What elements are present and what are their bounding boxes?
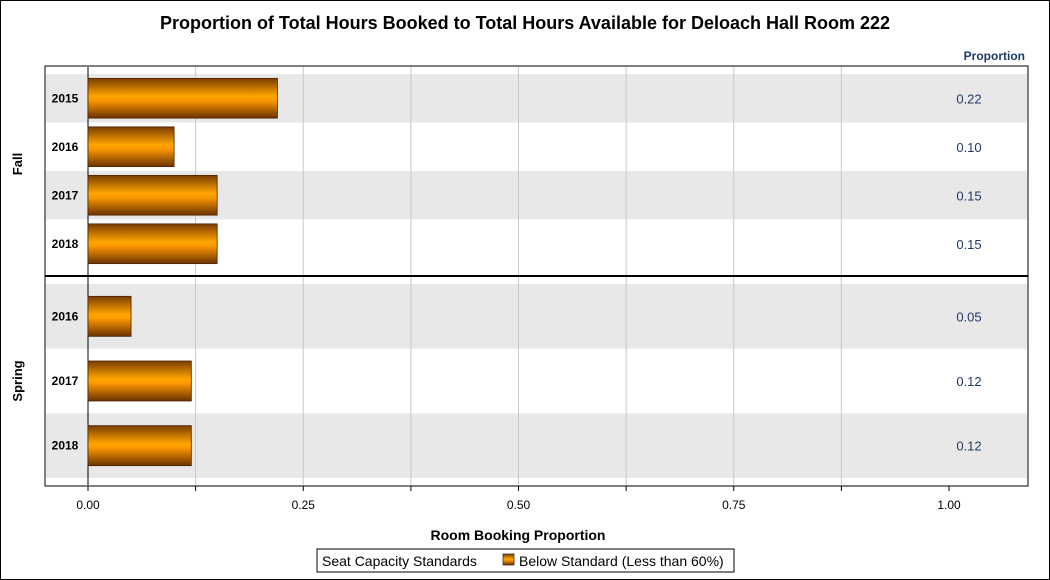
group-label-fall: Fall (10, 153, 25, 175)
stat-value: 0.10 (956, 140, 981, 155)
bar-fall-2015 (87, 77, 278, 119)
stat-value: 0.12 (956, 374, 981, 389)
chart-title: Proportion of Total Hours Booked to Tota… (160, 13, 890, 33)
group-labels: Fall Spring (10, 153, 25, 402)
row-bands (46, 74, 1027, 478)
category-label: 2018 (52, 237, 79, 251)
x-tick-label: 0.50 (507, 498, 531, 512)
legend-box (316, 548, 735, 573)
category-label: 2017 (52, 188, 79, 202)
stat-values: 0.22 0.10 0.15 0.15 0.05 0.12 0.12 (956, 91, 981, 453)
category-label: 2017 (52, 374, 79, 388)
row-band (46, 284, 1027, 349)
legend-title: Seat Capacity Standards (322, 553, 477, 569)
bars (87, 77, 278, 467)
x-axis: 0.00 0.25 0.50 0.75 1.00 (45, 67, 1028, 512)
legend-entry-label: Below Standard (Less than 60%) (519, 553, 724, 569)
stat-column-header: Proportion (964, 49, 1025, 63)
x-tick-label: 1.00 (937, 498, 961, 512)
category-label: 2016 (52, 140, 79, 154)
bar-spring-2016 (87, 295, 132, 337)
bar-spring-2018 (87, 425, 192, 467)
row-band (46, 413, 1027, 478)
plot-area-border (44, 65, 1029, 487)
stat-value: 0.12 (956, 439, 981, 454)
bar-fall-2017 (87, 174, 218, 216)
x-tick-label: 0.75 (722, 498, 746, 512)
stat-value: 0.15 (956, 188, 981, 203)
bar-spring-2017 (87, 360, 192, 402)
x-tick-label: 0.00 (76, 498, 100, 512)
x-tick-label: 0.25 (292, 498, 316, 512)
stat-value: 0.15 (956, 237, 981, 252)
bar-fall-2016 (87, 126, 175, 168)
category-label: 2015 (52, 91, 79, 105)
group-label-spring: Spring (10, 360, 25, 401)
bar-fall-2018 (87, 223, 218, 265)
x-axis-label: Room Booking Proportion (431, 527, 606, 543)
stat-value: 0.22 (956, 91, 981, 106)
category-labels: 2015 2016 2017 2018 2016 2017 2018 (52, 91, 79, 452)
stat-value: 0.05 (956, 309, 981, 324)
category-label: 2016 (52, 309, 79, 323)
legend: Seat Capacity Standards Below Standard (… (316, 548, 735, 573)
category-label: 2018 (52, 439, 79, 453)
legend-swatch (502, 553, 515, 566)
